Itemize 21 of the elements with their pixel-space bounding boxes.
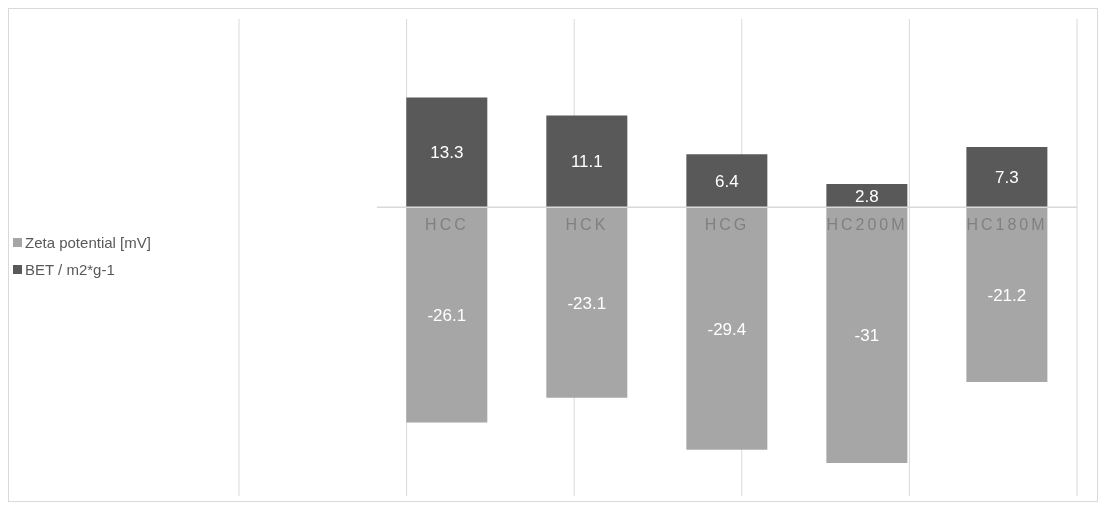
data-label: -26.1: [427, 305, 467, 325]
data-label: -31: [854, 326, 880, 346]
bar: [546, 115, 628, 208]
bar: [966, 146, 1048, 208]
data-label: -29.4: [707, 319, 747, 339]
legend-label: Zeta potential [mV]: [25, 234, 151, 251]
data-label: 2.8: [855, 186, 879, 206]
data-label: 7.3: [995, 168, 1019, 188]
data-label: 13.3: [430, 143, 464, 163]
bar: [686, 207, 768, 450]
data-label: 6.4: [715, 171, 739, 191]
data-label: 11.1: [570, 152, 603, 172]
bar: [826, 207, 908, 463]
data-label: -23.1: [567, 293, 607, 313]
bar: [546, 207, 628, 398]
bar: [966, 207, 1048, 383]
bar: [686, 154, 768, 208]
data-label: -21.2: [987, 285, 1027, 305]
legend-label: BET / m2*g-1: [25, 261, 115, 278]
bar: [406, 97, 488, 208]
bar: [406, 207, 488, 423]
